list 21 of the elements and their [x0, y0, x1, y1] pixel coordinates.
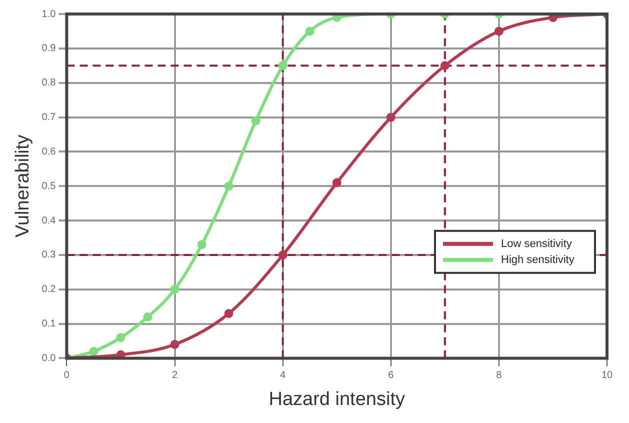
- x-tick-label: 2: [172, 370, 178, 381]
- y-tick-label: 0.8: [42, 78, 56, 89]
- y-tick-label: 0.4: [42, 215, 56, 226]
- y-tick-label: 0.2: [42, 284, 56, 296]
- y-tick-label: 0.0: [42, 352, 56, 364]
- y-tick-label: 0.1: [42, 318, 56, 330]
- x-tick-label: 6: [388, 370, 394, 381]
- x-axis-title: Hazard intensity: [268, 388, 406, 410]
- y-tick-label: 0.5: [42, 180, 56, 192]
- x-tick-label: 8: [496, 370, 502, 381]
- legend-label: Low sensitivity: [501, 238, 572, 250]
- y-tick-label: 1.0: [42, 8, 56, 20]
- x-tick-label: 0: [64, 370, 70, 381]
- y-tick-label: 0.7: [42, 112, 56, 124]
- y-tick-label: 0.9: [42, 43, 56, 54]
- x-tick-label: 4: [280, 370, 286, 381]
- y-axis-title: Vulnerability: [12, 134, 34, 238]
- legend-label: High sensitivity: [501, 254, 575, 266]
- y-tick-label: 0.6: [42, 146, 56, 158]
- y-tick-label: 0.3: [42, 250, 56, 261]
- x-tick-label: 10: [601, 370, 613, 381]
